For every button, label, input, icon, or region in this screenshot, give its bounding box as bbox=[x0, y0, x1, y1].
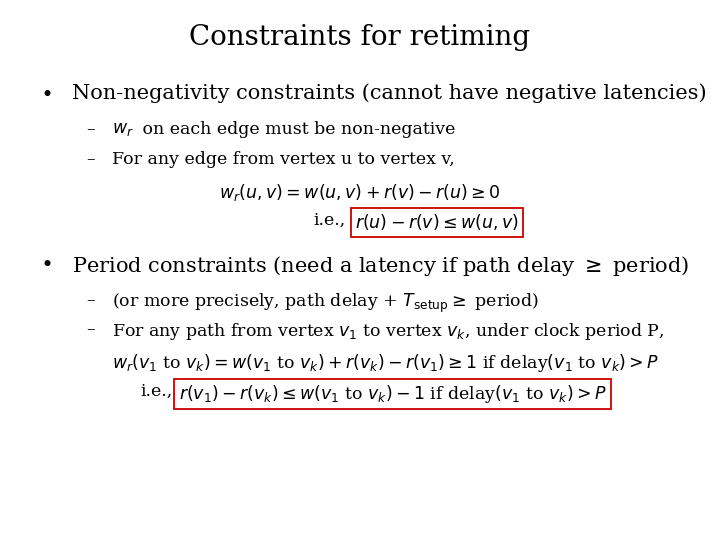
Text: (or more precisely, path delay + $T_{\rm setup} \geq$ period): (or more precisely, path delay + $T_{\rm… bbox=[112, 292, 539, 315]
Text: $r(u) - r(v) \leq w(u,v)$: $r(u) - r(v) \leq w(u,v)$ bbox=[355, 212, 519, 232]
Text: Constraints for retiming: Constraints for retiming bbox=[189, 24, 531, 51]
Text: –: – bbox=[86, 151, 95, 168]
Text: $w_r$: $w_r$ bbox=[112, 122, 133, 138]
Text: Period constraints (need a latency if path delay $\geq$ period): Period constraints (need a latency if pa… bbox=[72, 254, 689, 278]
Text: –: – bbox=[86, 122, 95, 138]
Text: i.e.,: i.e., bbox=[313, 212, 346, 229]
Text: –: – bbox=[86, 292, 95, 308]
Text: on each edge must be non-negative: on each edge must be non-negative bbox=[137, 122, 455, 138]
Text: For any edge from vertex u to vertex v,: For any edge from vertex u to vertex v, bbox=[112, 151, 454, 168]
Text: $\bullet$: $\bullet$ bbox=[40, 254, 51, 273]
Text: Non-negativity constraints (cannot have negative latencies): Non-negativity constraints (cannot have … bbox=[72, 84, 706, 103]
Text: For any path from vertex $v_1$ to vertex $v_k$, under clock period P,: For any path from vertex $v_1$ to vertex… bbox=[112, 321, 664, 342]
Text: $w_r(u,v) = w(u,v) + r(v) - r(u) \geq 0$: $w_r(u,v) = w(u,v) + r(v) - r(u) \geq 0$ bbox=[220, 182, 500, 203]
Text: i.e.,: i.e., bbox=[140, 383, 173, 400]
Text: $w_r(v_1$ to $v_k) = w(v_1$ to $v_k) + r(v_k) - r(v_1) \geq 1$ if delay$(v_1$ to: $w_r(v_1$ to $v_k) = w(v_1$ to $v_k) + r… bbox=[112, 352, 659, 374]
Text: –: – bbox=[86, 321, 95, 338]
Text: $\bullet$: $\bullet$ bbox=[40, 84, 51, 103]
Text: $r(v_1) - r(v_k) \leq w(v_1$ to $v_k) - 1$ if delay$(v_1$ to $v_k) > P$: $r(v_1) - r(v_k) \leq w(v_1$ to $v_k) - … bbox=[179, 383, 606, 405]
